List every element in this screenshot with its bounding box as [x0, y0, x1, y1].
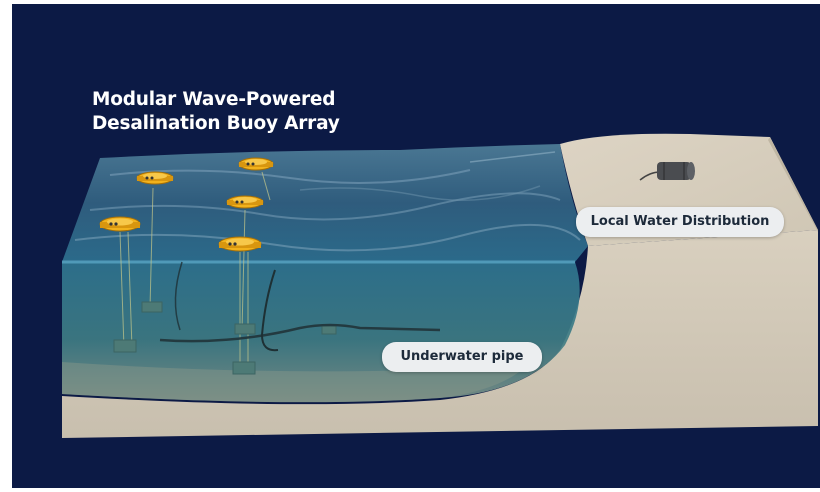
mooring-line — [261, 171, 271, 201]
anchor-block — [113, 339, 137, 353]
diagram-title-line-2: Desalination Buoy Array — [92, 113, 340, 134]
buoy — [99, 216, 141, 232]
seabed — [62, 348, 540, 403]
anchor-block — [234, 323, 256, 335]
diagram-title-line-1: Modular Wave-Powered — [92, 89, 336, 110]
land-side — [768, 137, 818, 232]
mooring-line — [149, 187, 154, 309]
buoy — [218, 236, 262, 252]
buoy — [136, 171, 174, 185]
mooring-line — [119, 231, 125, 349]
underwater-pipe — [159, 323, 441, 343]
mooring-line — [127, 231, 133, 349]
wave-highlight — [89, 192, 561, 221]
local-water-distribution-label: Local Water Distribution — [576, 207, 784, 237]
wave-highlight — [299, 185, 541, 201]
mooring-line — [241, 209, 246, 331]
wave-highlight — [74, 224, 581, 252]
wave-highlight — [109, 169, 471, 184]
anchor-blocks — [113, 301, 337, 375]
water-surface — [62, 144, 588, 262]
mooring-lines — [119, 171, 271, 368]
hose — [260, 269, 279, 352]
underwater-pipe-label: Underwater pipe — [382, 342, 542, 372]
land-front — [62, 230, 818, 438]
water-tank — [639, 162, 695, 181]
hose — [174, 261, 183, 331]
anchor-block — [321, 325, 337, 335]
buoy — [238, 157, 274, 171]
wave-highlight — [469, 151, 556, 163]
anchor-block — [141, 301, 163, 313]
buoy — [226, 195, 264, 209]
anchor-block — [232, 361, 256, 375]
